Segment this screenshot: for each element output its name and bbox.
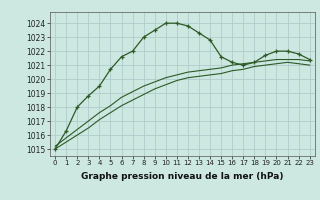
X-axis label: Graphe pression niveau de la mer (hPa): Graphe pression niveau de la mer (hPa) [81, 172, 284, 181]
